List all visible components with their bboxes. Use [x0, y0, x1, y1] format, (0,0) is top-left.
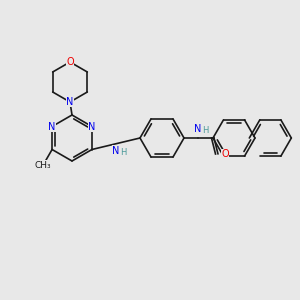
Text: N: N	[48, 122, 56, 131]
Text: H: H	[202, 126, 208, 135]
Text: N: N	[88, 122, 96, 131]
Text: H: H	[120, 148, 126, 157]
Text: CH₃: CH₃	[35, 160, 51, 169]
Text: N: N	[66, 97, 74, 107]
Text: O: O	[221, 149, 229, 159]
Text: N: N	[112, 146, 120, 156]
Text: O: O	[66, 57, 74, 67]
Text: N: N	[194, 124, 202, 134]
